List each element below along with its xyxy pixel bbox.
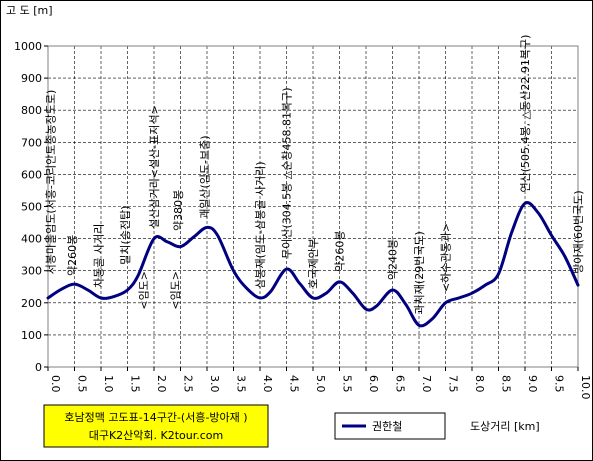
title-box: 호남정맥 고도표-14구간-(서흥-방아재 ) 대구K2산악회. K2tour.…: [43, 404, 269, 448]
y-tick-label: 400: [21, 233, 42, 246]
annotation-layer: 서봉마을임도(서흥-코리안토종농장도로) 약260봉 차동골 사거리 밀치(송전탑) 설…: [44, 35, 585, 315]
annotation-label: 삼봉재(임도-삼봉골 사거리): [254, 161, 267, 288]
y-tick-label: 100: [21, 329, 42, 342]
x-tick-label: 7.0: [420, 375, 433, 393]
y-tick-label: 1000: [14, 40, 42, 53]
y-tick-label: 800: [21, 104, 42, 117]
annotation-label: 약260봉: [333, 231, 347, 272]
x-tick-label: 8.5: [500, 375, 513, 393]
series-line-0: [46, 201, 580, 328]
x-tick-label: 5.0: [314, 375, 327, 393]
annotation-label: 밀치(송전탑): [119, 206, 132, 265]
annotation-label: 무이산(304.5봉 △순창458.81복구): [281, 87, 294, 258]
annotation-label: 연산(505.4봉, △동산22.91복구): [519, 35, 532, 193]
x-tick-label: 10.0: [579, 375, 592, 400]
x-tick-label: 3.0: [208, 375, 221, 393]
annotation-label: 약380봉: [171, 190, 185, 231]
annotation-label: 호국제안부: [307, 238, 320, 289]
x-tick-label: 6.0: [367, 375, 380, 393]
annotation-label: 약240봉: [386, 239, 400, 280]
title-line-1: 호남정맥 고도표-14구간-(서흥-방아재 ): [64, 410, 247, 424]
x-tick-label: 2.5: [182, 375, 195, 393]
annotation-label: 차동골 사거리: [92, 224, 105, 288]
x-tick-label: 1.0: [102, 375, 115, 393]
y-tick-label: 300: [21, 265, 42, 278]
annotation-label: <임도>: [137, 271, 150, 310]
x-tick-label: 4.0: [261, 375, 274, 393]
x-tick-label: 3.5: [235, 375, 248, 393]
x-axis-ticks: 0.0 0.5 1.0 1.5 2.0 2.5 3.0 3.5 4.0 4.5 5.0 5.5 6.0 6…: [47, 367, 592, 400]
annotation-label: 괘일산(임도-보춤): [197, 135, 211, 218]
y-tick-label: 700: [21, 136, 42, 149]
annotation-label: 과치재(29번국도): [413, 231, 426, 314]
title-line-2: 대구K2산악회. K2tour.com: [89, 429, 224, 442]
x-tick-label: 5.5: [341, 375, 354, 393]
legend-label: 권한철: [372, 420, 402, 433]
annotation-label: 약260봉: [65, 235, 79, 276]
annotation-label: 서봉마을임도(서흥-코리안토종농장도로): [44, 90, 58, 275]
x-tick-label: 2.0: [155, 375, 168, 393]
x-tick-label: 8.0: [473, 375, 486, 393]
x-tick-label: 9.0: [526, 375, 539, 393]
annotation-label: 방아재(60번국도): [572, 190, 585, 273]
x-tick-label: 4.5: [288, 375, 301, 393]
title-background: [43, 404, 269, 448]
y-axis-title: 고 도 [m]: [6, 4, 53, 17]
legend: 권한철: [334, 412, 446, 440]
y-tick-label: 900: [21, 72, 42, 85]
annotation-label: <임도>: [169, 271, 182, 310]
x-tick-label: 1.5: [129, 375, 142, 393]
x-tick-label: 9.5: [553, 375, 566, 393]
x-tick-label: 7.5: [447, 375, 460, 393]
y-tick-label: 0: [35, 361, 42, 374]
series-layer: [46, 201, 580, 328]
y-axis-ticks: 0 100 200 300 400 500 600 700 800 900 1000: [14, 40, 48, 374]
x-tick-label: 6.5: [394, 375, 407, 393]
annotation-label: 설산삼거리<설산-표지석>: [148, 105, 161, 229]
x-tick-label: 0.0: [49, 375, 62, 393]
annotation-label: <하수관통과>: [439, 223, 453, 292]
y-tick-label: 200: [21, 297, 42, 310]
y-tick-label: 600: [21, 168, 42, 181]
x-tick-label: 0.5: [76, 375, 89, 393]
x-axis-title: 도상거리 [km]: [470, 420, 540, 433]
y-tick-label: 500: [21, 201, 42, 214]
